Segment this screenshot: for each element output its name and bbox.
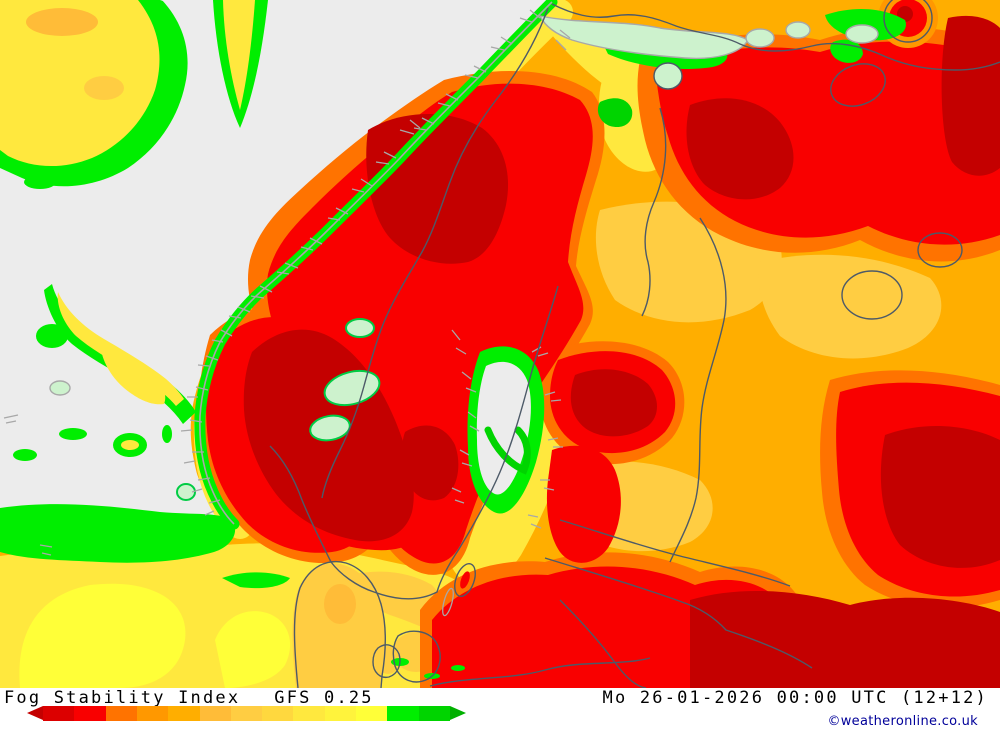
colorbar-segment-40-45: [293, 706, 326, 721]
top-strip-yellow: [223, 0, 255, 110]
bothnia-west-coast-squiggles: [451, 329, 480, 504]
mint-lake-3: [345, 318, 375, 338]
colorbar-segment-0-5: [43, 706, 75, 721]
west-streak-yellow-wide: [100, 340, 166, 405]
colorbar-segment-15-20: [136, 706, 169, 721]
finnmark-green-patch: [597, 98, 633, 128]
model-label: GFS 0.25: [274, 688, 374, 708]
bottomleft-green-mass: [0, 504, 236, 563]
skagen-green-dash: [222, 572, 290, 589]
country-borders: [269, 0, 1000, 688]
mint-island-1: [745, 28, 775, 48]
colorbar-arrow-high: [450, 706, 466, 720]
gulf-of-bothnia: [467, 346, 545, 514]
colorbar-segment-5-10: [74, 706, 107, 721]
ring-blob-yellow-core: [121, 440, 139, 450]
small-green-island-1: [13, 449, 37, 461]
colorbar-segment-20-25: [168, 706, 201, 721]
valid-time-label: Mo 26-01-2026 00:00 UTC (12+12): [602, 688, 988, 708]
gotland-red-spot: [460, 571, 470, 589]
colorbar-segment-55-60: [387, 706, 420, 721]
amber-zones: [292, 201, 942, 688]
oland-island: [442, 587, 454, 617]
arctic-coast-dark: [551, 3, 1000, 71]
small-green-island-2: [59, 428, 87, 440]
west-green-dash: [162, 425, 172, 443]
colorbar-segment-35-40: [262, 706, 294, 721]
colorbar-segment-30-35: [230, 706, 263, 721]
mint-island-west: [49, 380, 71, 396]
colorbar-segment-50-55: [356, 706, 388, 721]
gulf-white-water: [476, 361, 531, 495]
white-sea-outline: [830, 63, 886, 107]
fjord-squiggles: [180, 119, 421, 516]
finland-blob-dark-core: [570, 369, 657, 437]
colorbar-arrow-low: [27, 706, 43, 720]
bright-yellow-core-1: [19, 583, 186, 688]
colorbar-segment-60-65: [418, 706, 451, 721]
colorbar-segment-25-30: [199, 706, 232, 721]
topleft-orange-patch-1: [26, 8, 98, 36]
gulf-inner-green-swirl: [484, 426, 531, 475]
kola-dark-core: [686, 98, 794, 200]
map-title: Fog Stability Index: [4, 688, 241, 708]
west-sea-squiggles: [3, 414, 53, 556]
jutland-outline: [293, 561, 386, 688]
arctic-island-outline: [883, 0, 933, 43]
lake-onega-outline: [917, 232, 963, 268]
jutland-amber: [292, 563, 385, 688]
bottom-edge-green-3: [451, 665, 465, 671]
pale-green-patches: [49, 15, 879, 501]
lake-ladoga-outline: [841, 270, 903, 320]
map-footer: Fog Stability Index GFS 0.25 Mo 26-01-202…: [0, 688, 1000, 733]
gulf-of-finland-south-coast: [544, 557, 813, 669]
mint-arctic-coast: [538, 15, 749, 60]
north-coast-squiggles: [413, 9, 571, 131]
sweden-baltic-coast: [269, 285, 559, 600]
central-dark-core-east: [402, 425, 459, 501]
bothnia-east-coast-squiggles: [527, 346, 563, 529]
swirl-outlier-green: [24, 175, 56, 189]
funen-amber: [376, 646, 400, 674]
mint-kola-west: [653, 62, 683, 90]
baltic-states-coast: [559, 599, 647, 688]
mint-island-2: [785, 21, 811, 39]
border-norway-sweden: [321, 7, 549, 499]
copyright-link[interactable]: ©weatheronline.co.uk: [827, 714, 978, 729]
bright-yellow-core-2: [215, 611, 291, 688]
west-green-blob: [36, 324, 68, 348]
colorbar-segment-45-50: [324, 706, 357, 721]
topleft-orange-patch-2: [84, 76, 124, 100]
german-baltic-coast: [429, 657, 651, 687]
border-finland-russia: [669, 217, 727, 563]
topleft-swirl-yellow: [0, 0, 160, 167]
mint-coast-tip: [176, 483, 196, 501]
border-sweden-finland: [641, 107, 667, 317]
zealand-outline: [392, 630, 441, 683]
coastlines: [3, 1, 571, 617]
mint-lake-2: [309, 414, 351, 442]
gotland-outline: [454, 563, 476, 597]
weather-map: [0, 0, 1000, 688]
northeast-edge-dark: [941, 15, 1000, 176]
mint-island-3: [845, 24, 879, 44]
baltic-dark-south: [690, 590, 1000, 688]
east-russia-dark-core: [880, 425, 1000, 568]
colorbar-segment-10-15: [105, 706, 138, 721]
gulf-of-finland-north-coast: [559, 519, 791, 587]
footer-title-row: Fog Stability Index GFS 0.25: [4, 688, 374, 708]
jutland-orange-patch: [324, 584, 356, 624]
topleft-white-notch: [160, 0, 212, 30]
funen-outline: [372, 644, 401, 679]
